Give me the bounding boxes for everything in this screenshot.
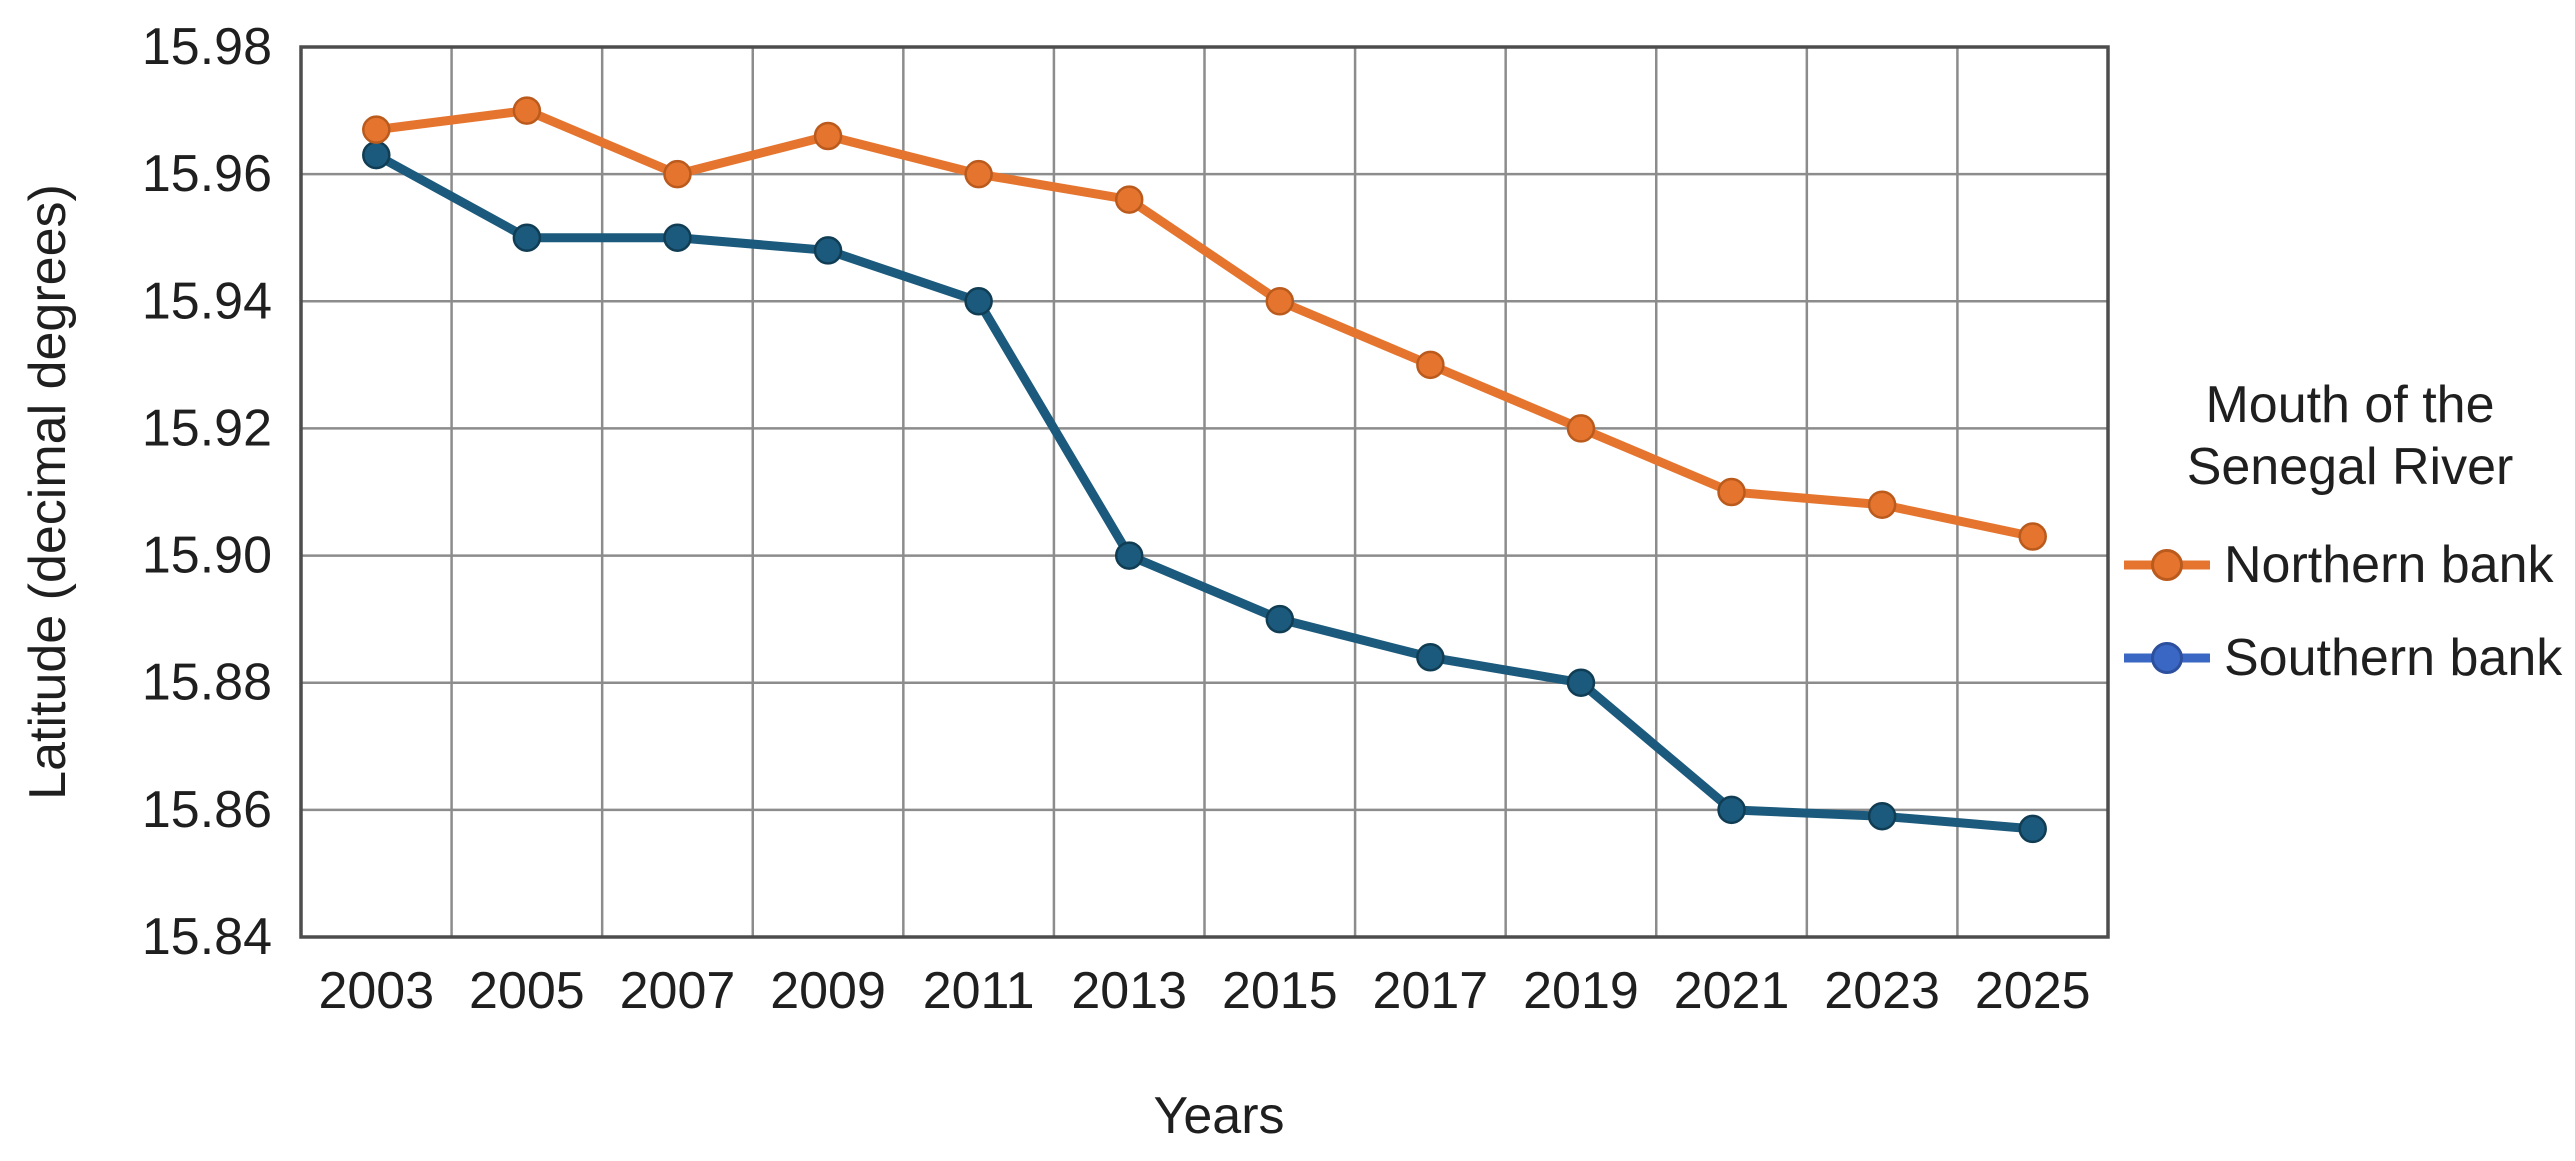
- y-tick-label: 15.96: [142, 145, 272, 203]
- x-tick-label: 2025: [1975, 962, 2091, 1020]
- data-point-northern-bank-2023: [1867, 490, 1897, 519]
- line-marker-icon: [2124, 549, 2210, 581]
- data-point-southern-bank-2007: [663, 223, 692, 252]
- data-point-northern-bank-2005: [512, 96, 542, 125]
- data-point-northern-bank-2019: [1566, 414, 1596, 443]
- data-point-southern-bank-2011: [964, 287, 993, 316]
- x-tick-label: 2009: [770, 962, 886, 1020]
- x-tick-label: 2017: [1373, 962, 1489, 1020]
- x-tick-label: 2013: [1071, 962, 1187, 1020]
- plot-border: [299, 45, 2110, 939]
- data-point-southern-bank-2025: [2018, 814, 2047, 844]
- legend: Mouth of the Senegal River Northern bank…: [2110, 0, 2575, 1161]
- data-point-southern-bank-2021: [1717, 795, 1746, 825]
- y-tick-label: 15.84: [142, 908, 272, 966]
- x-tick-label: 2003: [318, 962, 434, 1020]
- x-tick-label: 2023: [1824, 962, 1940, 1020]
- x-tick-label: 2015: [1222, 962, 1338, 1020]
- data-point-southern-bank-2015: [1265, 604, 1295, 634]
- data-point-northern-bank-2013: [1114, 185, 1144, 214]
- data-point-northern-bank-2009: [813, 121, 843, 151]
- data-point-southern-bank-2017: [1416, 643, 1445, 672]
- data-point-northern-bank-2021: [1717, 477, 1746, 507]
- x-axis-title: Years: [1153, 1087, 1285, 1145]
- legend-title: Mouth of the Senegal River: [2186, 376, 2514, 496]
- y-tick-label: 15.88: [142, 654, 272, 712]
- x-tick-label: 2007: [620, 962, 736, 1020]
- data-point-northern-bank-2017: [1416, 350, 1445, 380]
- x-tick-label: 2005: [469, 962, 585, 1020]
- x-tick-label: 2019: [1523, 962, 1639, 1020]
- data-point-northern-bank-2011: [964, 159, 993, 189]
- y-tick-label: 15.86: [142, 781, 272, 839]
- data-point-southern-bank-2019: [1566, 668, 1596, 697]
- data-point-southern-bank-2013: [1114, 541, 1144, 570]
- x-tick-label: 2021: [1674, 962, 1790, 1020]
- y-tick-label: 15.94: [142, 272, 272, 330]
- y-tick-label: 15.98: [142, 18, 272, 76]
- line-marker-icon: [2124, 642, 2210, 674]
- data-point-northern-bank-2015: [1265, 287, 1295, 316]
- data-point-northern-bank-2003: [362, 115, 391, 144]
- legend-entry-northern-bank: Northern bank: [2124, 536, 2554, 594]
- data-point-southern-bank-2005: [512, 223, 542, 252]
- series-line-northern-bank: [371, 106, 2038, 541]
- y-tick-label: 15.90: [142, 527, 272, 585]
- data-point-southern-bank-2003: [362, 140, 391, 170]
- legend-entry-southern-bank: Southern bank: [2124, 629, 2563, 687]
- x-tick-label: 2011: [923, 962, 1035, 1020]
- data-point-northern-bank-2025: [2018, 522, 2047, 551]
- y-tick-label: 15.92: [142, 399, 272, 457]
- series-line-southern-bank: [371, 150, 2038, 834]
- data-point-northern-bank-2007: [663, 159, 692, 189]
- legend-label: Northern bank: [2224, 536, 2554, 594]
- legend-label: Southern bank: [2224, 629, 2563, 687]
- data-point-southern-bank-2009: [813, 236, 843, 265]
- data-point-southern-bank-2023: [1867, 801, 1897, 831]
- y-axis-title: Latitude (decimal degrees): [19, 184, 77, 800]
